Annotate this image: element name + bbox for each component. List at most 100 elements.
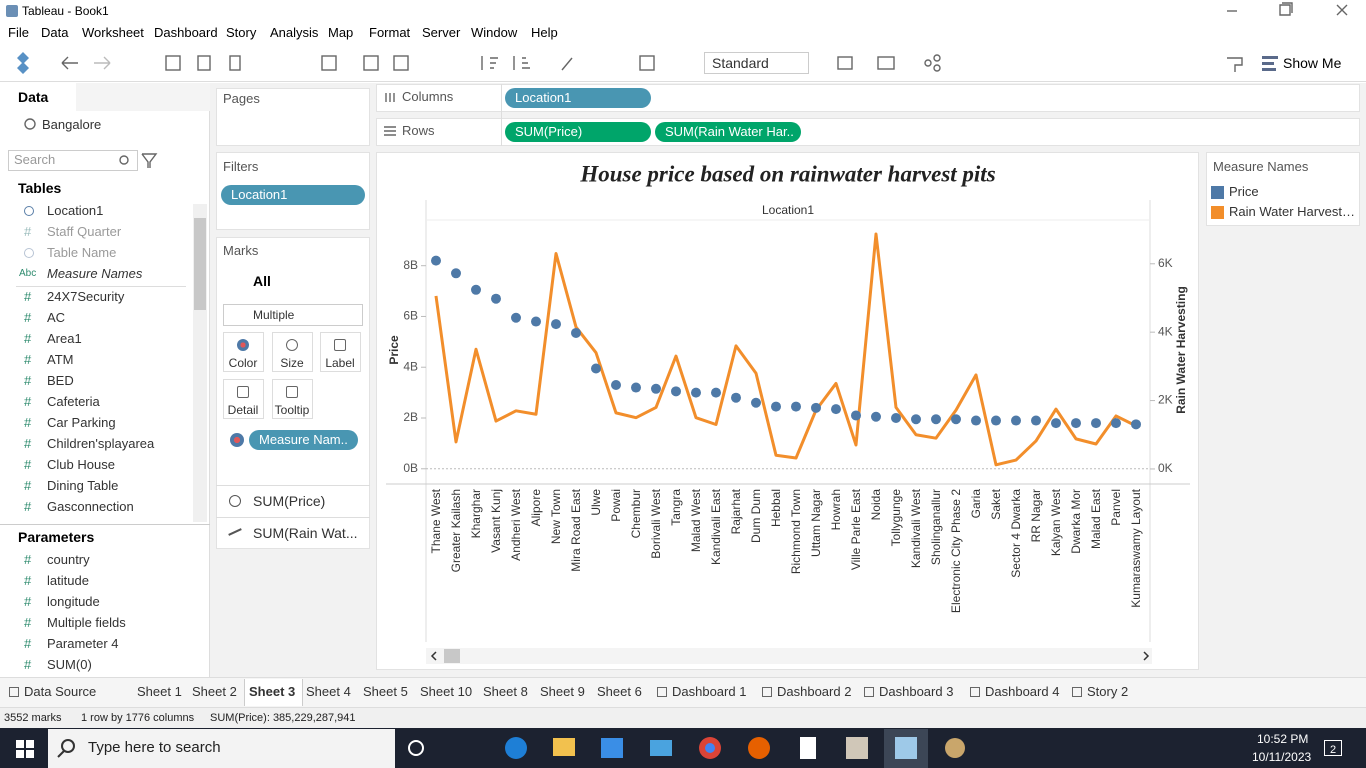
legend-swatch [1211,206,1224,219]
field-separator [16,286,186,287]
price-dot [951,414,961,425]
tab-icon [864,687,874,697]
sheet-tab[interactable]: Sheet 2 [192,684,237,699]
sheet-tab[interactable]: Sheet 8 [483,684,528,699]
field-name[interactable]: latitude [47,573,89,588]
field-name[interactable]: SUM(0) [47,657,92,672]
legend-label[interactable]: Rain Water Harvesting [1229,204,1355,219]
row-pill[interactable]: SUM(Price) [505,122,651,142]
tab-icon [970,687,980,697]
menu-item[interactable]: Map [328,25,354,40]
field-type-icon: # [24,594,32,609]
field-name[interactable]: ATM [47,352,74,367]
menu-item[interactable]: Analysis [270,25,319,40]
field-name[interactable]: Children'splayarea [47,436,155,451]
sheet-tab[interactable]: Story 2 [1087,684,1129,699]
field-name[interactable]: longitude [47,594,100,609]
parameters-heading: Parameters [18,529,95,545]
window-title: Tableau - Book1 [22,4,109,18]
field-name[interactable]: Multiple fields [47,615,126,630]
price-dot [851,410,861,421]
price-dot [751,397,761,408]
menu-item[interactable]: Help [531,25,558,40]
x-tick-label: Saket [989,488,1003,519]
sheet-tab[interactable]: Data Source [24,684,97,699]
field-name[interactable]: country [47,552,90,567]
price-dot [811,402,821,413]
field-name[interactable]: Car Parking [47,415,116,430]
field-scroll-thumb[interactable] [194,218,206,310]
mark-button[interactable] [320,332,361,372]
field-type-icon: # [24,415,32,430]
datasource[interactable]: Bangalore [42,117,102,132]
show-me[interactable]: Show Me [1283,55,1342,71]
sheet-tab[interactable]: Sheet 5 [363,684,408,699]
menu-item[interactable]: Format [369,25,411,40]
sheet-tab[interactable]: Sheet 3 [249,684,296,699]
mark-type-dropdown[interactable] [223,304,363,326]
sheet-tab[interactable]: Sheet 9 [540,684,585,699]
price-dot [551,319,561,330]
h-scrollbar[interactable] [426,648,1152,664]
menu-item[interactable]: Dashboard [154,25,218,40]
field-name[interactable]: Table Name [47,245,117,260]
sheet-tab[interactable]: Dashboard 1 [672,684,747,699]
mark-layer[interactable]: SUM(Price) [253,493,326,509]
rows-label: Rows [402,123,435,138]
menu-item[interactable]: Data [41,25,69,40]
field-name[interactable]: Area1 [47,331,82,346]
column-pill[interactable]: Location1 [505,88,651,108]
search-box[interactable] [8,150,138,171]
sheet-tab[interactable]: Dashboard 2 [777,684,852,699]
taskbar-search-text[interactable]: Type here to search [88,739,221,756]
sheet-tab[interactable]: Dashboard 3 [879,684,954,699]
x-tick-label: Mira Road East [569,488,583,571]
menu-item[interactable]: Window [471,25,518,40]
x-tick-label: Dwarka Mor [1069,489,1083,554]
mark-layer[interactable]: SUM(Rain Wat... [253,525,358,541]
sheet-tab[interactable]: Sheet 4 [306,684,351,699]
marks-pill[interactable]: Measure Nam.. [249,430,358,450]
sheet-tab[interactable]: Dashboard 4 [985,684,1060,699]
x-tick-label: Chembur [629,489,643,538]
price-dot [591,363,601,374]
field-name[interactable]: Club House [47,457,115,472]
legend-label[interactable]: Price [1229,184,1259,199]
mark-button[interactable] [272,379,313,419]
field-name[interactable]: 24X7Security [47,289,125,304]
mark-button-icon [286,386,298,398]
field-name[interactable]: Location1 [47,203,104,218]
field-name[interactable]: Cafeteria [47,394,100,409]
x-tick-label: Kandivali East [709,488,723,565]
sheet-tab[interactable]: Sheet 6 [597,684,642,699]
field-name[interactable]: BED [47,373,74,388]
scroll-arrows[interactable] [430,651,1150,661]
sheet-tab[interactable]: Sheet 10 [420,684,473,699]
menu-item[interactable]: File [8,25,29,40]
field-name[interactable]: Parameter 4 [47,636,119,651]
field-name[interactable]: Dining Table [47,478,119,493]
mark-button[interactable] [272,332,313,372]
x-tick-label: Howrah [829,489,843,530]
taskbar-search[interactable] [48,729,395,768]
filter-pill[interactable]: Location1 [221,185,365,205]
x-tick-label: Sector 4 Dwarka [1009,489,1023,578]
h-scroll-thumb[interactable] [444,649,460,663]
clock-date: 10/11/2023 [1252,750,1312,764]
sheet-tab[interactable]: Sheet 1 [137,684,182,699]
menu-item[interactable]: Worksheet [82,25,144,40]
menu-item[interactable]: Server [422,25,461,40]
mark-button[interactable] [223,332,264,372]
menu-item[interactable]: Story [226,25,257,40]
field-name[interactable]: Gasconnection [47,499,134,514]
field-name[interactable]: Staff Quarter [47,224,122,239]
data-tab[interactable]: Data [18,89,49,105]
field-name[interactable]: Measure Names [47,266,143,281]
field-name[interactable]: AC [47,310,66,325]
fit-dropdown[interactable] [704,52,809,74]
row-pill[interactable]: SUM(Rain Water Har.. [655,122,801,142]
x-tick-label: New Town [549,489,563,544]
title-bar [0,0,1366,22]
status-summary: SUM(Price): 385,229,287,941 [210,712,356,724]
mark-button[interactable] [223,379,264,419]
